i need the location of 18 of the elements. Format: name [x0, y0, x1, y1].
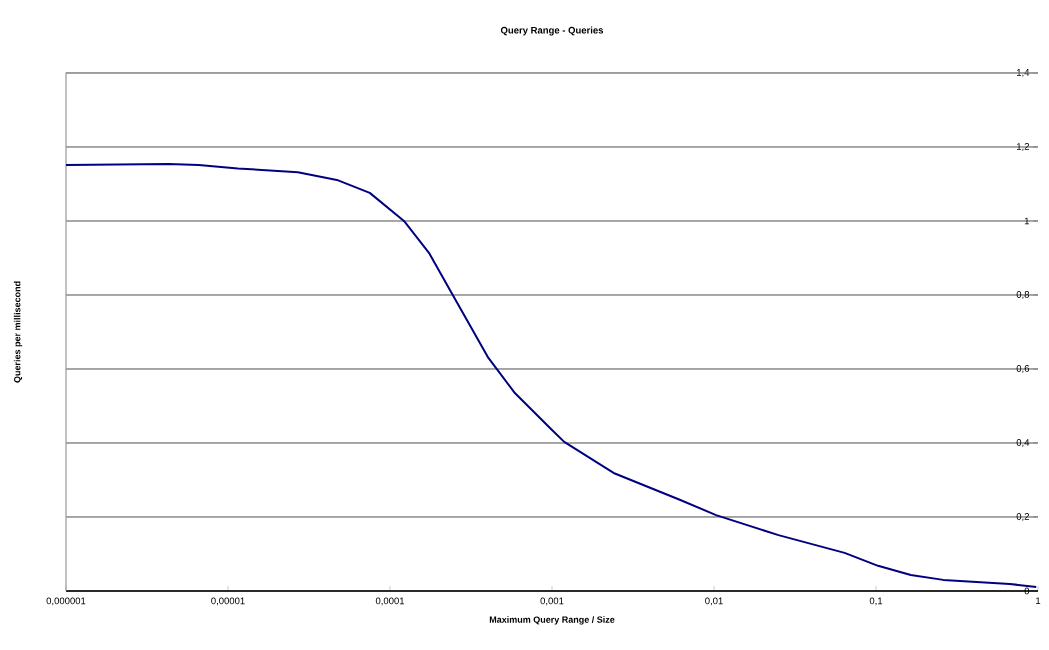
x-tick-label: 1: [1036, 597, 1041, 605]
y-tick-label: 1,2: [1016, 143, 1030, 151]
y-tick-label: 0,6: [1016, 365, 1030, 373]
x-tick-label: 0,1: [869, 597, 883, 606]
x-tick-label: 0,0001: [375, 597, 405, 606]
y-axis-title: Queries per millisecond: [13, 281, 23, 383]
y-tick-label: 0,2: [1016, 513, 1030, 521]
x-tick-label: 0,000001: [46, 597, 86, 606]
y-tick-label: 0,4: [1016, 439, 1030, 447]
x-tick-label: 0,001: [540, 597, 564, 606]
y-tick-label: 0: [1024, 587, 1030, 595]
x-tick-label: 0,01: [705, 597, 723, 606]
chart-title: Query Range - Queries: [500, 26, 604, 36]
x-tick-label: 0,00001: [211, 597, 245, 606]
y-tick-label: 1: [1024, 217, 1030, 225]
y-tick-label: 1,4: [1016, 69, 1030, 77]
y-tick-label: 0,8: [1016, 291, 1030, 299]
x-axis-title: Maximum Query Range / Size: [489, 616, 615, 625]
